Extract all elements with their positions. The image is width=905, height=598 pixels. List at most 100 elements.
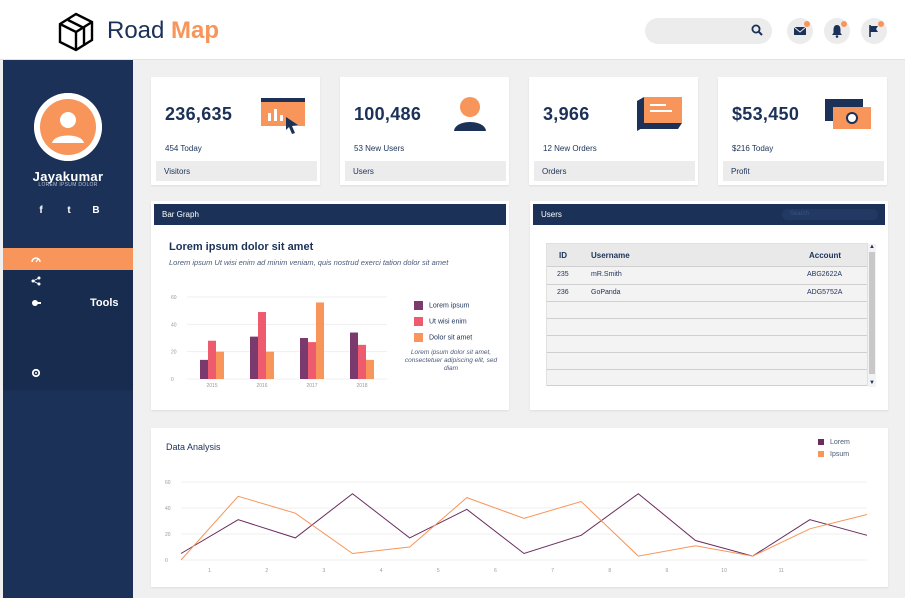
bar bbox=[366, 359, 374, 379]
row-divider bbox=[547, 318, 867, 319]
notifications-button[interactable] bbox=[824, 18, 850, 44]
legend-item: Lorem ipsum bbox=[414, 301, 469, 310]
mail-button[interactable] bbox=[787, 18, 813, 44]
user-name: Jayakumar bbox=[32, 169, 104, 184]
y-tick-label: 0 bbox=[165, 558, 168, 564]
table-scrollbar[interactable]: ▲ ▼ bbox=[868, 244, 876, 387]
scrollbar-thumb[interactable] bbox=[869, 252, 875, 374]
logo-text-accent: Map bbox=[171, 17, 220, 44]
stat-subtext: 454 Today bbox=[165, 144, 202, 153]
x-tick-label: 7 bbox=[551, 568, 554, 574]
scroll-up-icon[interactable]: ▲ bbox=[869, 244, 875, 250]
stat-card-orders[interactable]: 3,966 12 New Orders Orders bbox=[529, 77, 698, 185]
flag-button[interactable] bbox=[861, 18, 887, 44]
stat-value: 236,635 bbox=[165, 104, 233, 124]
notification-dot bbox=[841, 21, 847, 27]
cell-account: ADG5752A bbox=[807, 289, 843, 296]
stat-label: Profit bbox=[723, 161, 884, 181]
x-tick-label: 1 bbox=[208, 568, 211, 574]
stat-card-visitors[interactable]: 236,635 454 Today Visitors bbox=[151, 77, 320, 185]
row-divider bbox=[547, 266, 867, 267]
legend-item: Ipsum bbox=[818, 451, 849, 458]
sidebar-item-settings[interactable] bbox=[3, 362, 133, 384]
stat-card-profit[interactable]: $53,450 $216 Today Profit bbox=[718, 77, 887, 185]
line-chart: 0 20 40 60 1 2 3 4 5 6 7 8 9 10 11 bbox=[165, 480, 868, 574]
data-analysis-panel: Data Analysis Lorem Ipsum 0 20 40 60 1 2 3 4 5 6 7… bbox=[151, 428, 888, 587]
bar-chart: 0 20 40 60 2015 2016 2017 2018 bbox=[171, 295, 387, 389]
notification-dot bbox=[804, 21, 810, 27]
cell-username: mR.Smith bbox=[591, 271, 622, 278]
logo-text-primary: Road bbox=[107, 17, 165, 44]
stat-label: Orders bbox=[534, 161, 695, 181]
stat-subtext: $216 Today bbox=[732, 144, 774, 153]
bar bbox=[300, 338, 308, 379]
x-tick-label: 2015 bbox=[206, 383, 217, 389]
y-tick-label: 60 bbox=[171, 295, 177, 301]
row-divider bbox=[547, 352, 867, 353]
cell-username: GoPanda bbox=[591, 289, 621, 296]
stat-card-users[interactable]: 100,486 53 New Users Users bbox=[340, 77, 509, 185]
bar bbox=[208, 340, 216, 379]
x-tick-label: 2016 bbox=[256, 383, 267, 389]
flag-icon bbox=[869, 25, 878, 37]
x-tick-label: 3 bbox=[323, 568, 326, 574]
users-table: ID Username Account 235 mR.Smith ABG2622… bbox=[546, 243, 876, 387]
nav-menu bbox=[3, 270, 133, 390]
legend-label: Lorem bbox=[830, 439, 850, 446]
scroll-down-icon[interactable]: ▼ bbox=[869, 380, 875, 386]
bar bbox=[316, 302, 324, 379]
x-tick-label: 6 bbox=[494, 568, 497, 574]
facebook-link[interactable]: f bbox=[39, 205, 43, 216]
blogger-link[interactable]: B bbox=[92, 205, 100, 216]
search-icon[interactable] bbox=[750, 23, 764, 37]
series-line bbox=[180, 493, 868, 557]
users-search-input[interactable]: Search bbox=[782, 209, 878, 220]
app-logo-text[interactable]: Road Map bbox=[107, 17, 219, 45]
legend-swatch bbox=[414, 317, 423, 326]
column-header-account[interactable]: Account bbox=[809, 251, 841, 260]
sidebar-item-dashboard[interactable] bbox=[3, 248, 133, 270]
bar bbox=[216, 351, 224, 379]
legend-label: Dolor sit amet bbox=[429, 334, 473, 342]
bar bbox=[266, 351, 274, 379]
x-tick-label: 9 bbox=[666, 568, 669, 574]
legend-swatch bbox=[818, 451, 824, 458]
x-tick-label: 10 bbox=[721, 568, 727, 574]
table-header bbox=[547, 244, 867, 266]
stat-subtext: 12 New Orders bbox=[543, 144, 597, 153]
avatar[interactable] bbox=[34, 93, 102, 161]
x-tick-label: 5 bbox=[437, 568, 440, 574]
sidebar-item-tools[interactable]: Tools bbox=[3, 292, 133, 314]
dashboard-icon bbox=[31, 257, 41, 263]
panel-title: Data Analysis bbox=[166, 442, 221, 452]
legend-label: Ut wisi enim bbox=[429, 318, 467, 326]
bar bbox=[258, 312, 266, 379]
users-panel: Users Search ID Username Account 235 mR.… bbox=[530, 201, 888, 410]
share-icon bbox=[31, 276, 41, 286]
sidebar-item-share[interactable] bbox=[3, 270, 133, 292]
column-header-username[interactable]: Username bbox=[591, 251, 630, 260]
stat-value: 3,966 bbox=[543, 104, 590, 124]
x-tick-label: 2018 bbox=[356, 383, 367, 389]
user-avatar-icon bbox=[34, 93, 102, 161]
column-header-id[interactable]: ID bbox=[559, 251, 567, 260]
notification-dot bbox=[878, 21, 884, 27]
legend-swatch bbox=[414, 301, 423, 310]
legend-item: Dolor sit amet bbox=[414, 333, 472, 342]
money-icon bbox=[825, 99, 871, 129]
settings-icon bbox=[31, 368, 41, 378]
cell-id: 235 bbox=[557, 271, 569, 278]
search-input[interactable] bbox=[645, 18, 772, 44]
x-tick-label: 8 bbox=[608, 568, 611, 574]
panel-header-label: Users bbox=[541, 210, 562, 219]
stat-label: Users bbox=[345, 161, 506, 181]
series-line bbox=[180, 495, 868, 561]
tools-icon bbox=[32, 300, 41, 306]
cell-account: ABG2622A bbox=[807, 271, 843, 278]
twitter-link[interactable]: t bbox=[67, 205, 71, 216]
legend-swatch bbox=[818, 439, 824, 446]
row-divider bbox=[547, 301, 867, 302]
x-tick-label: 2017 bbox=[306, 383, 317, 389]
legend-item: Ut wisi enim bbox=[414, 317, 467, 326]
user-icon bbox=[454, 97, 486, 131]
